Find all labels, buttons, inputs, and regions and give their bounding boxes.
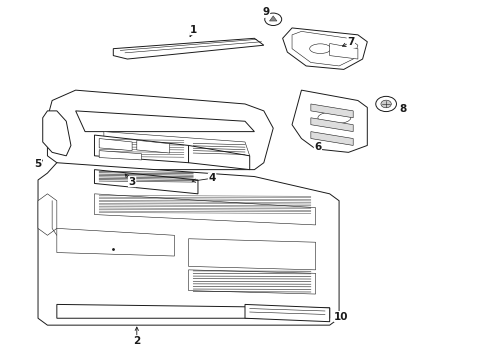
- Polygon shape: [43, 111, 71, 156]
- Text: 5: 5: [34, 159, 42, 170]
- Polygon shape: [137, 140, 170, 153]
- Polygon shape: [189, 145, 250, 170]
- Polygon shape: [95, 135, 189, 163]
- Polygon shape: [57, 228, 174, 256]
- Polygon shape: [292, 90, 368, 152]
- Text: 9: 9: [263, 8, 270, 17]
- Ellipse shape: [310, 44, 331, 54]
- Polygon shape: [38, 163, 339, 325]
- Polygon shape: [113, 38, 264, 59]
- Polygon shape: [311, 132, 353, 145]
- Text: 4: 4: [208, 173, 216, 183]
- Polygon shape: [330, 44, 358, 59]
- Text: 2: 2: [133, 336, 141, 346]
- Polygon shape: [189, 239, 316, 270]
- Polygon shape: [75, 111, 254, 132]
- Polygon shape: [99, 139, 132, 150]
- Polygon shape: [189, 270, 316, 294]
- Text: 1: 1: [190, 25, 197, 35]
- Circle shape: [265, 13, 282, 26]
- Polygon shape: [311, 118, 353, 132]
- Polygon shape: [99, 150, 142, 160]
- Circle shape: [376, 96, 396, 112]
- Polygon shape: [95, 170, 198, 194]
- Polygon shape: [95, 194, 316, 225]
- Polygon shape: [104, 132, 250, 156]
- Text: 3: 3: [128, 177, 136, 187]
- Polygon shape: [48, 90, 273, 170]
- Ellipse shape: [318, 112, 351, 124]
- Circle shape: [381, 100, 392, 108]
- Polygon shape: [311, 104, 353, 118]
- Text: 10: 10: [334, 311, 349, 321]
- Polygon shape: [38, 194, 57, 235]
- Polygon shape: [292, 31, 358, 66]
- Polygon shape: [283, 28, 368, 69]
- Text: 8: 8: [399, 104, 406, 114]
- Polygon shape: [57, 305, 330, 318]
- Text: 7: 7: [347, 37, 355, 48]
- Text: 6: 6: [314, 142, 321, 152]
- Polygon shape: [245, 305, 330, 322]
- Polygon shape: [270, 16, 277, 21]
